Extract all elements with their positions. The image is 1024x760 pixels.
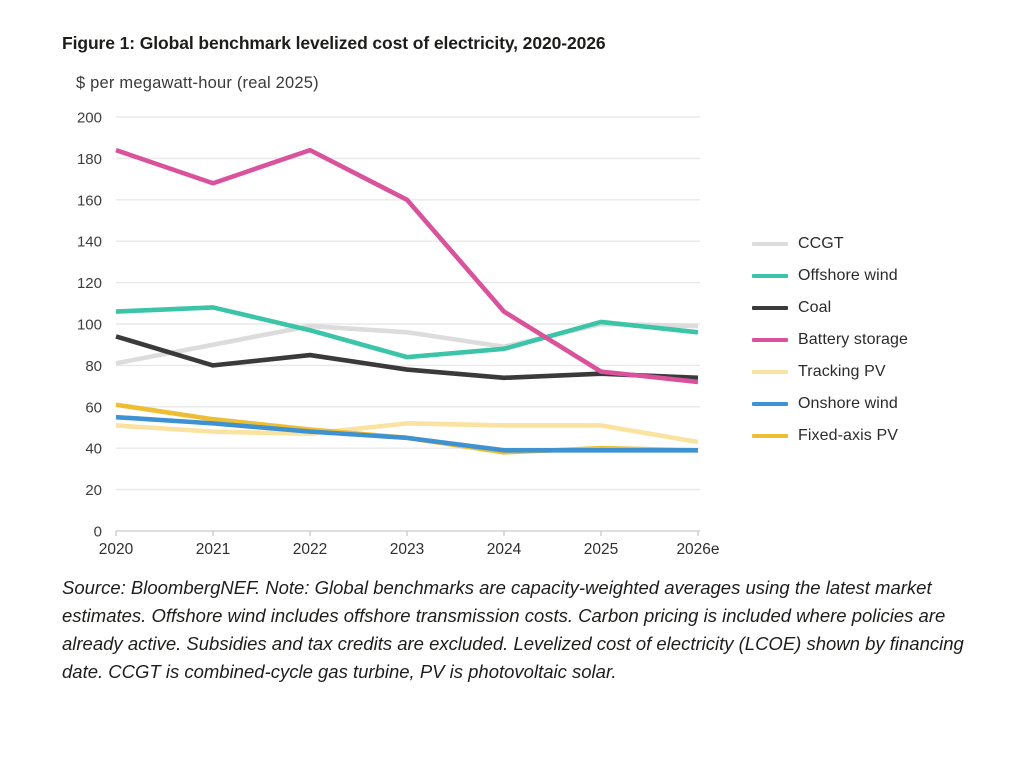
y-axis-tick-labels: 0 20 40 60 80 100 120 140 160 180 200	[77, 110, 102, 541]
legend-item-label: CCGT	[798, 235, 844, 252]
x-tick-label: 2021	[196, 541, 230, 558]
x-tick-label: 2020	[99, 541, 134, 558]
y-tick-label: 180	[77, 151, 102, 168]
legend-item[interactable]: Tracking PV	[752, 356, 1002, 388]
y-tick-label: 140	[77, 234, 102, 251]
legend-item[interactable]: CCGT	[752, 228, 1002, 260]
y-tick-label: 20	[85, 482, 102, 499]
legend-swatch-icon	[752, 305, 788, 311]
y-tick-label: 200	[77, 110, 102, 127]
y-tick-label: 100	[77, 317, 102, 334]
x-tick-label: 2022	[293, 541, 327, 558]
series-line-tracking-pv	[115, 421, 699, 445]
legend-item[interactable]: Onshore wind	[752, 388, 1002, 420]
legend-item[interactable]: Battery storage	[752, 324, 1002, 356]
series-line-onshore-wind	[115, 414, 698, 453]
legend-swatch-icon	[752, 433, 788, 439]
legend-item[interactable]: Coal	[752, 292, 1002, 324]
series-line-offshore-wind	[115, 305, 699, 360]
legend-swatch-icon	[752, 369, 788, 375]
data-series-group	[115, 147, 699, 455]
x-axis-tick-labels: 2020 2021 2022 2023 2024 2025 2026e	[99, 541, 720, 558]
y-tick-label: 160	[77, 192, 102, 209]
chart-legend: CCGT Offshore wind Coal Battery storage Trac…	[752, 228, 1002, 452]
y-tick-label: 80	[85, 358, 102, 375]
legend-item[interactable]: Fixed-axis PV	[752, 420, 1002, 452]
x-tick-label: 2026e	[676, 541, 719, 558]
legend-item-label: Coal	[798, 299, 832, 316]
legend-swatch-icon	[752, 273, 788, 279]
source-note: Source: BloombergNEF. Note: Global bench…	[62, 577, 964, 683]
legend-swatch-icon	[752, 241, 788, 247]
y-tick-label: 40	[85, 441, 102, 458]
y-tick-label: 60	[85, 399, 102, 416]
legend-item-label: Offshore wind	[798, 267, 898, 284]
x-tick-label: 2025	[584, 541, 618, 558]
y-tick-label: 120	[77, 275, 102, 292]
legend-item-label: Battery storage	[798, 331, 908, 348]
legend-swatch-icon	[752, 337, 788, 343]
axis-lines	[115, 531, 699, 536]
y-axis-unit-label: $ per megawatt-hour (real 2025)	[76, 74, 319, 92]
legend-swatch-icon	[752, 401, 788, 407]
x-tick-label: 2023	[390, 541, 424, 558]
page-title: Figure 1: Global benchmark levelized cos…	[62, 33, 606, 53]
x-tick-label: 2024	[487, 541, 522, 558]
legend-item-label: Fixed-axis PV	[798, 427, 898, 444]
y-tick-label: 0	[94, 524, 102, 541]
legend-item-label: Tracking PV	[798, 363, 886, 380]
series-line-battery-storage	[115, 147, 699, 385]
gridlines	[116, 116, 700, 532]
legend-item-label: Onshore wind	[798, 395, 898, 412]
legend-item[interactable]: Offshore wind	[752, 260, 1002, 292]
